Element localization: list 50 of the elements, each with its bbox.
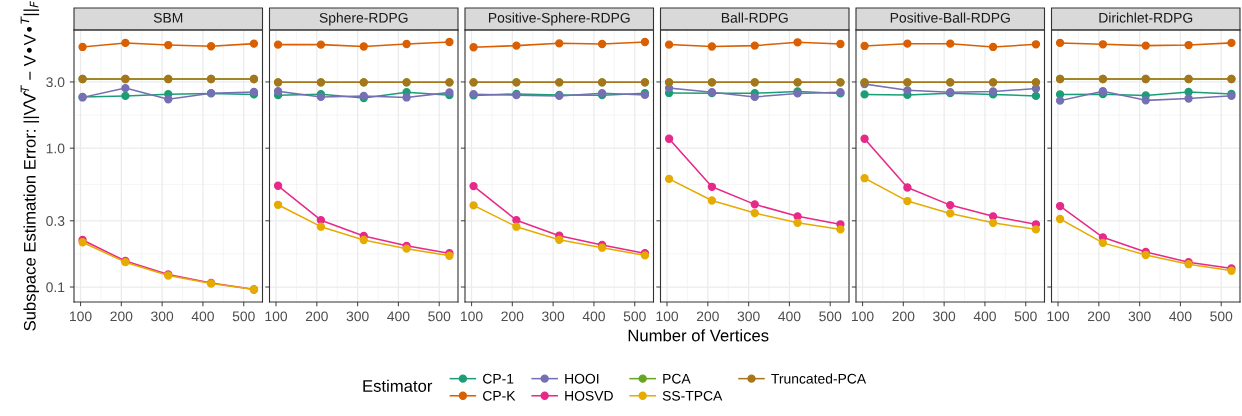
legend-label: CP-1	[483, 373, 514, 384]
chart-title: Ball-RDPG	[721, 12, 788, 23]
chart-title: Positive-Ball-RDPG	[890, 12, 1010, 23]
x-tick-label: 200	[305, 311, 328, 322]
legend-label: HOSVD	[565, 390, 613, 401]
x-tick-label: 100	[1047, 311, 1070, 322]
x-tick-label: 500	[623, 311, 646, 322]
legend-label: CP-K	[483, 390, 516, 401]
x-tick-label: 400	[778, 311, 801, 322]
legend-label: SS-TPCA	[662, 390, 723, 401]
y-tick-label: 0.3	[46, 216, 65, 226]
x-tick-label: 100	[461, 311, 483, 322]
x-tick-label: 200	[696, 311, 719, 322]
chart-title: SBM	[153, 12, 183, 23]
x-tick-label: 500	[232, 311, 255, 322]
x-tick-label: 200	[110, 311, 133, 322]
y-tick-label: 0.1	[46, 282, 65, 293]
x-tick-label: 400	[191, 311, 214, 322]
y-tick-label: 3.0	[46, 77, 65, 88]
x-tick-label: 100	[852, 311, 874, 322]
x-tick-label: 200	[1087, 311, 1110, 322]
x-tick-label: 100	[265, 311, 288, 322]
x-tick-label: 300	[346, 311, 369, 322]
x-tick-label: 500	[428, 311, 451, 322]
legend-title: Estimator	[363, 379, 433, 392]
y-tick-label: 1.0	[46, 143, 65, 154]
x-axis-title: Number of Vertices	[628, 329, 769, 342]
x-tick-label: 200	[501, 311, 524, 322]
chart-title: Sphere-RDPG	[319, 12, 408, 26]
chart-title: Dirichlet-RDPG	[1099, 12, 1193, 23]
x-tick-label: 300	[1128, 311, 1151, 322]
x-tick-label: 400	[973, 311, 996, 322]
x-tick-label: 400	[582, 311, 605, 322]
x-tick-label: 100	[656, 311, 679, 322]
x-tick-label: 300	[933, 311, 956, 322]
x-tick-label: 300	[737, 311, 760, 322]
legend-label: Truncated-PCA	[771, 373, 867, 384]
legend-label: PCA	[663, 373, 691, 384]
legend-label: HOOI	[565, 373, 599, 384]
x-tick-label: 300	[151, 311, 174, 322]
x-tick-label: 500	[819, 311, 842, 322]
x-tick-label: 500	[1210, 311, 1233, 322]
x-tick-label: 400	[387, 311, 410, 322]
y-axis-title: Subspace Estimation Error: ||V̂V̂$^{T}$ − V•V•$^{T}$||$_{F}$	[20, 0, 40, 331]
x-tick-label: 100	[70, 311, 92, 322]
x-tick-label: 300	[542, 311, 565, 322]
chart-title: Positive-Sphere-RDPG	[488, 12, 630, 26]
x-tick-label: 500	[1014, 311, 1037, 322]
x-tick-label: 400	[1169, 311, 1192, 322]
x-tick-label: 200	[892, 311, 915, 322]
